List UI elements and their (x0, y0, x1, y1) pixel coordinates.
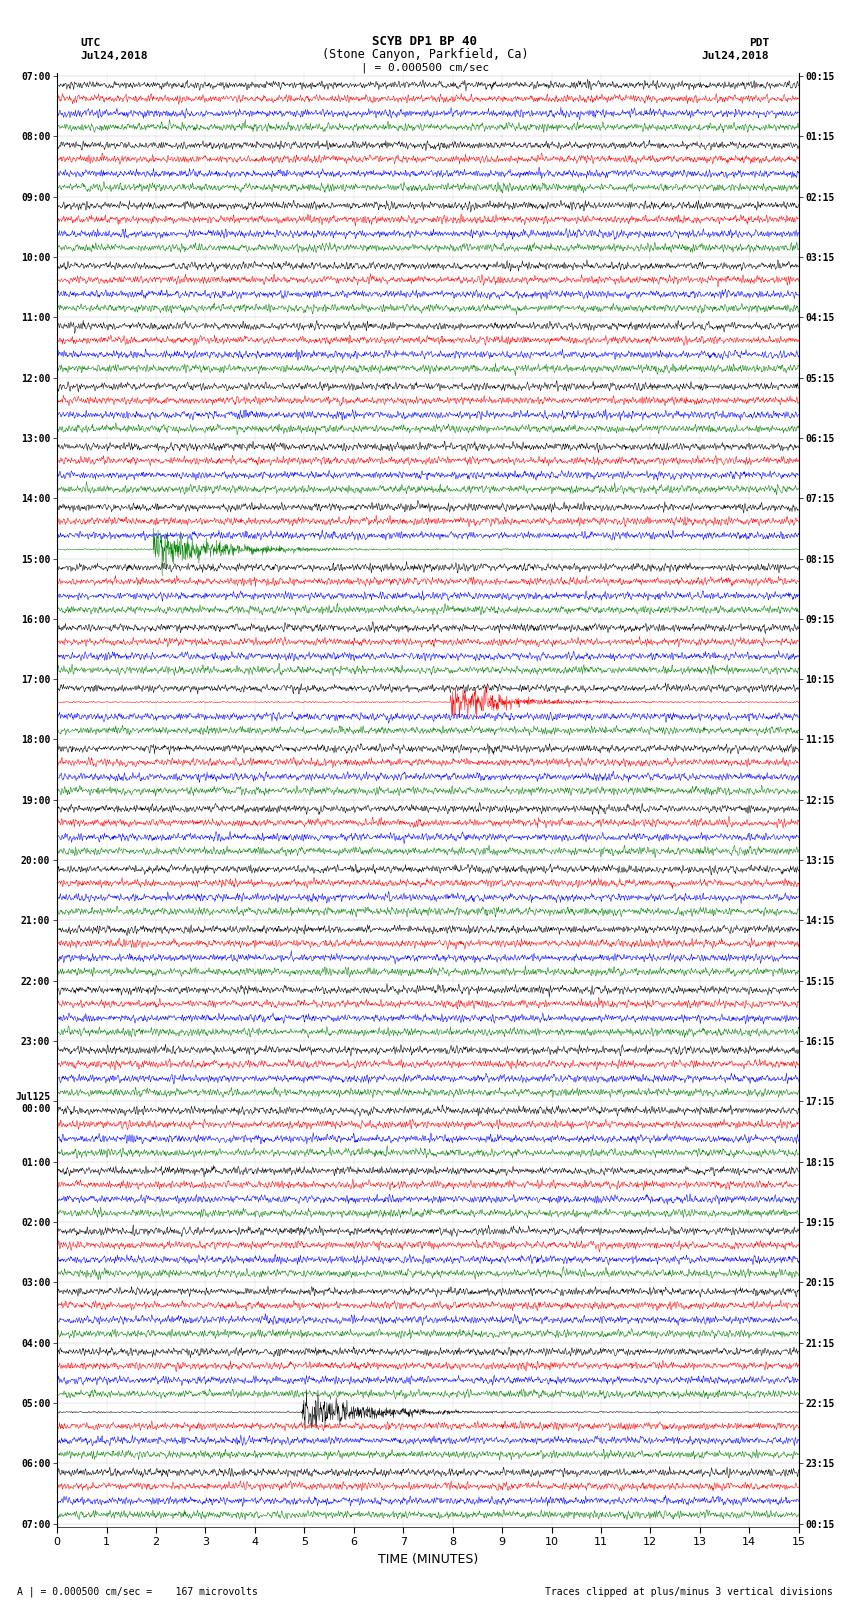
Text: Jul24,2018: Jul24,2018 (702, 52, 769, 61)
Text: A | = 0.000500 cm/sec =    167 microvolts: A | = 0.000500 cm/sec = 167 microvolts (17, 1586, 258, 1597)
Text: Jul24,2018: Jul24,2018 (81, 52, 148, 61)
X-axis label: TIME (MINUTES): TIME (MINUTES) (377, 1553, 478, 1566)
Text: UTC: UTC (81, 39, 101, 48)
Text: PDT: PDT (749, 39, 769, 48)
Text: SCYB DP1 BP 40: SCYB DP1 BP 40 (372, 35, 478, 48)
Text: | = 0.000500 cm/sec: | = 0.000500 cm/sec (361, 61, 489, 73)
Text: Traces clipped at plus/minus 3 vertical divisions: Traces clipped at plus/minus 3 vertical … (545, 1587, 833, 1597)
Text: (Stone Canyon, Parkfield, Ca): (Stone Canyon, Parkfield, Ca) (321, 48, 529, 61)
